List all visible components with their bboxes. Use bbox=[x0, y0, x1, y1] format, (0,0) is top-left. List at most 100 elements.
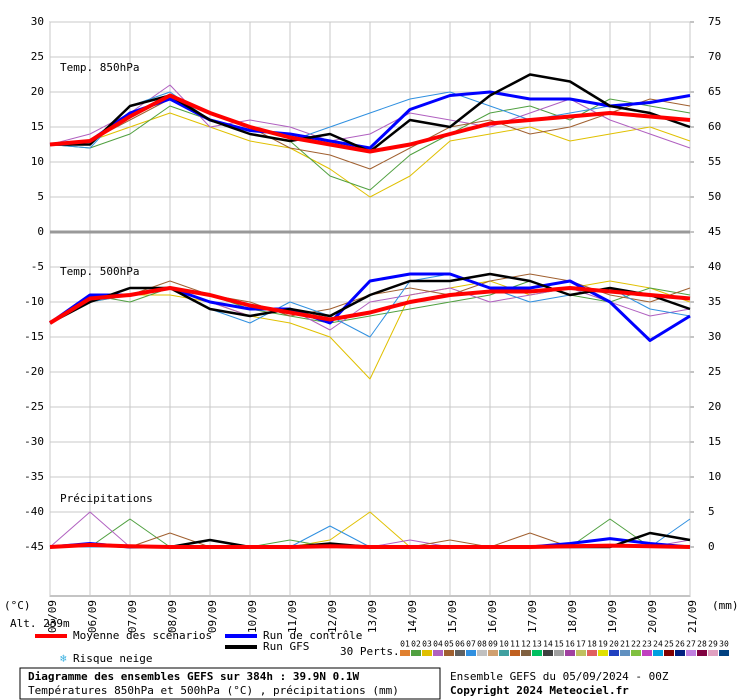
title-box bbox=[19, 667, 441, 700]
y-tick-label: -25 bbox=[24, 400, 44, 413]
x-tick-label: 05/09 bbox=[46, 600, 59, 633]
member-label: 10 bbox=[499, 640, 509, 649]
member-label: 27 bbox=[686, 640, 696, 649]
member-swatch bbox=[488, 650, 498, 656]
member-label: 17 bbox=[576, 640, 586, 649]
y-tick-label: -40 bbox=[24, 505, 44, 518]
y-tick-label: -30 bbox=[24, 435, 44, 448]
member-label: 03 bbox=[422, 640, 432, 649]
member-swatch bbox=[609, 650, 619, 656]
perts-label: 30 Perts. bbox=[340, 645, 400, 658]
legend-label: Run de contrôle bbox=[263, 629, 362, 642]
member-label: 11 bbox=[510, 640, 520, 649]
series-line bbox=[49, 98, 691, 170]
member-swatch bbox=[521, 650, 531, 656]
member-swatch bbox=[532, 650, 542, 656]
member-swatch bbox=[587, 650, 597, 656]
member-swatch bbox=[510, 650, 520, 656]
member-swatch bbox=[719, 650, 729, 656]
member-label: 29 bbox=[708, 640, 718, 649]
run-info: Ensemble GEFS du 05/09/2024 - 00Z bbox=[450, 670, 669, 683]
member-label: 09 bbox=[488, 640, 498, 649]
member-label: 25 bbox=[664, 640, 674, 649]
panel-label: Temp. 850hPa bbox=[60, 61, 139, 74]
y2-tick-label: 45 bbox=[708, 225, 721, 238]
member-label: 22 bbox=[631, 640, 641, 649]
y2-tick-label: 5 bbox=[708, 505, 715, 518]
member-swatch bbox=[444, 650, 454, 656]
series-line bbox=[49, 280, 691, 324]
y-tick-label: -15 bbox=[24, 330, 44, 343]
y-tick-label: -5 bbox=[31, 260, 44, 273]
x-tick-label: 19/09 bbox=[606, 600, 619, 633]
legend-label: Moyenne des scénarios bbox=[73, 629, 212, 642]
member-label: 21 bbox=[620, 640, 630, 649]
y2-tick-label: 35 bbox=[708, 295, 721, 308]
x-tick-label: 21/09 bbox=[686, 600, 699, 633]
y-tick-label: -20 bbox=[24, 365, 44, 378]
panel-label: Temp. 500hPa bbox=[60, 265, 139, 278]
member-swatch bbox=[411, 650, 421, 656]
y2-tick-label: 70 bbox=[708, 50, 721, 63]
member-label: 06 bbox=[455, 640, 465, 649]
y2-tick-label: 50 bbox=[708, 190, 721, 203]
series-line bbox=[49, 91, 691, 149]
x-tick-label: 16/09 bbox=[486, 600, 499, 633]
member-swatch bbox=[697, 650, 707, 656]
x-tick-label: 15/09 bbox=[446, 600, 459, 633]
member-swatch bbox=[631, 650, 641, 656]
y2-tick-label: 65 bbox=[708, 85, 721, 98]
legend-label: Run GFS bbox=[263, 640, 309, 653]
y2-tick-label: 55 bbox=[708, 155, 721, 168]
member-swatch bbox=[543, 650, 553, 656]
member-swatch bbox=[620, 650, 630, 656]
series-line bbox=[49, 112, 691, 198]
y-tick-label: -10 bbox=[24, 295, 44, 308]
member-label: 13 bbox=[532, 640, 542, 649]
series-line bbox=[49, 272, 691, 325]
member-swatch bbox=[708, 650, 718, 656]
member-label: 14 bbox=[543, 640, 553, 649]
y2-tick-label: 30 bbox=[708, 330, 721, 343]
y2-tick-label: 75 bbox=[708, 15, 721, 28]
y2-tick-label: 15 bbox=[708, 435, 721, 448]
x-tick-label: 12/09 bbox=[326, 600, 339, 633]
member-label: 12 bbox=[521, 640, 531, 649]
member-label: 04 bbox=[433, 640, 443, 649]
series-line bbox=[48, 286, 691, 325]
member-swatch bbox=[653, 650, 663, 656]
y2-tick-label: 40 bbox=[708, 260, 721, 273]
member-swatch bbox=[477, 650, 487, 656]
x-tick-label: 09/09 bbox=[206, 600, 219, 633]
y-tick-label: 30 bbox=[31, 15, 44, 28]
member-label: 23 bbox=[642, 640, 652, 649]
x-tick-label: 20/09 bbox=[646, 600, 659, 633]
member-swatch bbox=[499, 650, 509, 656]
member-label: 30 bbox=[719, 640, 729, 649]
x-tick-label: 07/09 bbox=[126, 600, 139, 633]
member-label: 07 bbox=[466, 640, 476, 649]
x-tick-label: 08/09 bbox=[166, 600, 179, 633]
snow-icon: ❄ bbox=[60, 652, 67, 665]
member-label: 19 bbox=[598, 640, 608, 649]
y-tick-label: 25 bbox=[31, 50, 44, 63]
member-swatch bbox=[598, 650, 608, 656]
y2-tick-label: 60 bbox=[708, 120, 721, 133]
member-label: 18 bbox=[587, 640, 597, 649]
x-tick-label: 17/09 bbox=[526, 600, 539, 633]
member-label: 01 bbox=[400, 640, 410, 649]
x-tick-label: 11/09 bbox=[286, 600, 299, 633]
series-line bbox=[49, 93, 691, 154]
y-tick-label: 15 bbox=[31, 120, 44, 133]
member-swatch bbox=[686, 650, 696, 656]
member-swatch bbox=[422, 650, 432, 656]
y-unit: (°C) bbox=[4, 599, 31, 612]
y-tick-label: -35 bbox=[24, 470, 44, 483]
member-label: 05 bbox=[444, 640, 454, 649]
y-tick-label: 0 bbox=[37, 225, 44, 238]
x-tick-label: 10/09 bbox=[246, 600, 259, 633]
y-tick-label: 20 bbox=[31, 85, 44, 98]
member-label: 28 bbox=[697, 640, 707, 649]
series-line bbox=[49, 542, 691, 549]
member-label: 15 bbox=[554, 640, 564, 649]
